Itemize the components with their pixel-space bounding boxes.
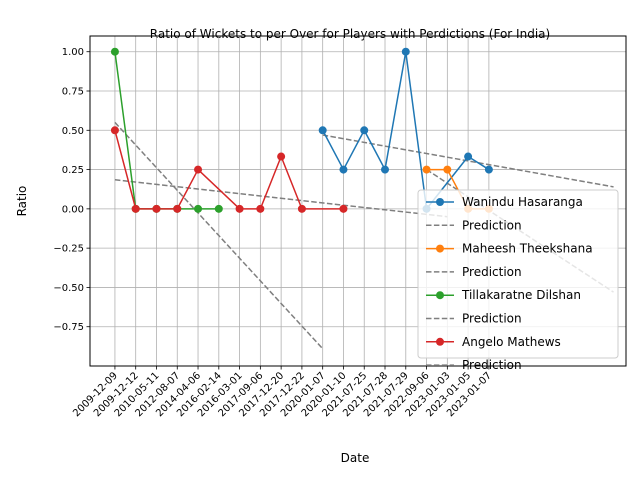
wanindu-hasaranga-point — [401, 47, 410, 56]
y-tick-label: 0.75 — [62, 87, 84, 98]
wanindu-hasaranga-prediction-legend-label: Prediction — [462, 218, 522, 232]
angelo-mathews-point — [194, 165, 203, 174]
angelo-mathews-point — [256, 204, 265, 213]
maheesh-theekshana-point — [443, 165, 452, 174]
y-tick-label: 0.00 — [62, 204, 84, 215]
tillakaratne-dilshan-prediction-legend-label: Prediction — [462, 312, 522, 326]
angelo-mathews-prediction-line — [114, 179, 448, 218]
wanindu-hasaranga-legend-label: Wanindu Hasaranga — [462, 195, 583, 209]
tillakaratne-dilshan-point — [214, 204, 223, 213]
wanindu-hasaranga-point — [484, 165, 493, 174]
tillakaratne-dilshan-legend-marker — [436, 291, 444, 300]
series-markers — [110, 47, 493, 213]
angelo-mathews-point — [131, 204, 140, 213]
angelo-mathews-prediction-legend-label: Prediction — [462, 358, 522, 372]
y-tick-label: −0.50 — [53, 283, 84, 294]
angelo-mathews-point — [235, 204, 244, 213]
wanindu-hasaranga-point — [381, 165, 390, 174]
wanindu-hasaranga-line — [322, 50, 490, 210]
angelo-mathews-legend-marker — [436, 337, 444, 346]
plot-frame — [89, 35, 627, 367]
angelo-mathews-point — [110, 126, 119, 135]
angelo-mathews-point — [152, 204, 161, 213]
y-tick-label: 0.50 — [62, 126, 84, 137]
angelo-mathews-point — [277, 152, 286, 161]
wanindu-hasaranga-point — [339, 165, 348, 174]
angelo-mathews-point — [339, 204, 348, 213]
legend: Wanindu Hasaranga Prediction Maheesh Theek… — [417, 189, 619, 372]
tillakaratne-dilshan-prediction-line — [114, 121, 324, 350]
wanindu-hasaranga-point — [360, 126, 369, 135]
angelo-mathews-legend-label: Angelo Mathews — [462, 335, 561, 349]
angelo-mathews-point — [173, 204, 182, 213]
maheesh-theekshana-legend-label: Maheesh Theekshana — [462, 242, 593, 256]
wanindu-hasaranga-point — [318, 126, 327, 135]
y-tick-label: −0.75 — [53, 322, 84, 333]
angelo-mathews-point — [297, 204, 306, 213]
x-axis-ticks: 2009-12-092009-12-122010-05-112012-08-07… — [71, 366, 494, 419]
tillakaratne-dilshan-legend-label: Tillakaratne Dilshan — [461, 288, 581, 302]
chart-title: Ratio of Wickets to per Over for Players… — [150, 27, 550, 41]
y-axis-ticks: 1.00 0.75 0.50 0.25 0.00 −0.25 −0.50 −0.75 — [53, 47, 90, 333]
tillakaratne-dilshan-point — [194, 204, 203, 213]
y-tick-label: 0.25 — [62, 165, 84, 176]
x-axis-label: Date — [341, 451, 370, 465]
legend-box — [417, 189, 619, 359]
maheesh-theekshana-prediction-legend-label: Prediction — [462, 265, 522, 279]
maheesh-theekshana-legend-marker — [436, 244, 444, 253]
tillakaratne-dilshan-point — [110, 47, 119, 56]
y-tick-label: 1.00 — [62, 47, 84, 58]
wanindu-hasaranga-legend-marker — [436, 198, 444, 206]
angelo-mathews-line — [114, 130, 344, 210]
maheesh-theekshana-point — [422, 165, 431, 174]
y-tick-label: −0.25 — [53, 244, 84, 255]
wanindu-hasaranga-point — [464, 152, 473, 161]
y-axis-label: Ratio — [15, 186, 29, 217]
